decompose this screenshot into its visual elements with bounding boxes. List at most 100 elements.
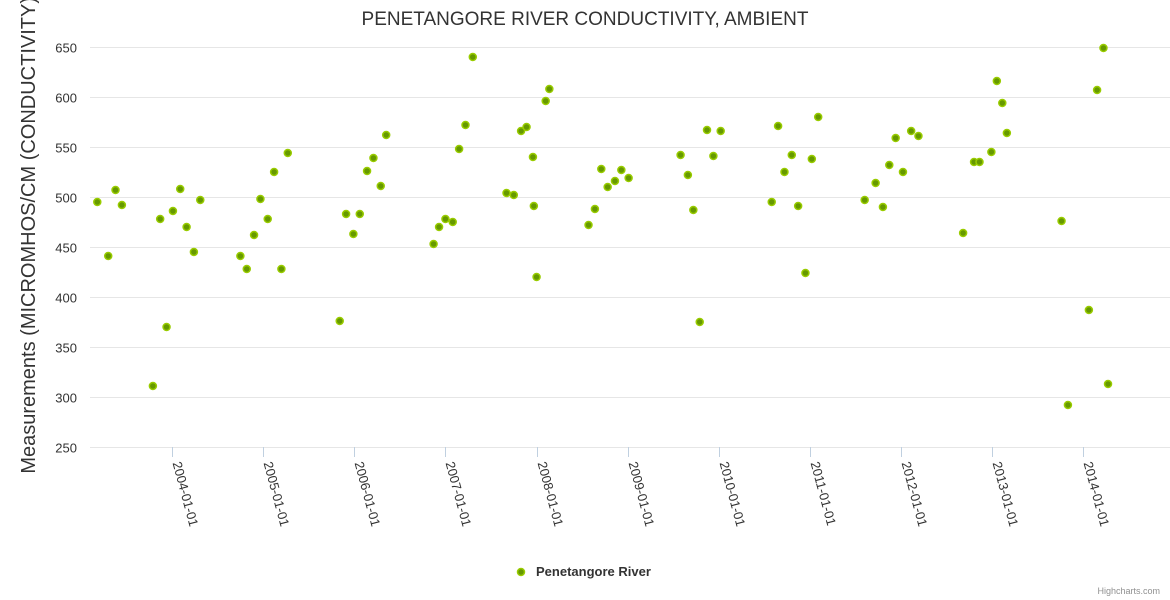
data-point[interactable]	[189, 247, 199, 257]
data-point[interactable]	[906, 126, 916, 136]
data-point[interactable]	[509, 190, 519, 200]
data-point[interactable]	[807, 154, 817, 164]
data-point[interactable]	[148, 381, 158, 391]
data-point[interactable]	[541, 96, 550, 106]
credits-link[interactable]: Highcharts.com	[1097, 586, 1160, 596]
data-point[interactable]	[168, 206, 178, 216]
data-point[interactable]	[369, 153, 378, 163]
y-axis-title: Measurements (MICROMHOS/CM (CONDUCTIVITY…	[18, 0, 40, 474]
data-point[interactable]	[975, 157, 984, 167]
data-point[interactable]	[362, 166, 372, 176]
data-point[interactable]	[793, 201, 803, 211]
data-point[interactable]	[878, 202, 888, 212]
data-point[interactable]	[709, 151, 718, 161]
data-point[interactable]	[716, 126, 725, 136]
data-point[interactable]	[242, 264, 252, 274]
data-point[interactable]	[1063, 400, 1073, 410]
data-point[interactable]	[617, 165, 626, 175]
data-point[interactable]	[780, 167, 789, 177]
y-tick-label: 350	[55, 341, 77, 356]
data-point[interactable]	[528, 152, 538, 162]
data-point[interactable]	[263, 214, 272, 224]
data-point[interactable]	[695, 317, 704, 327]
data-point[interactable]	[992, 76, 1002, 86]
data-point[interactable]	[603, 182, 612, 192]
series-penetangore-river[interactable]	[93, 43, 1113, 410]
data-point[interactable]	[767, 197, 776, 207]
data-point[interactable]	[117, 200, 127, 210]
x-tick-label: 2004-01-01	[170, 460, 202, 528]
legend[interactable]: Penetangore River	[516, 564, 651, 579]
data-point[interactable]	[958, 228, 968, 238]
data-point[interactable]	[516, 126, 526, 136]
data-point[interactable]	[256, 194, 265, 204]
legend-item-penetangore-river[interactable]: Penetangore River	[536, 564, 651, 579]
data-point[interactable]	[103, 251, 113, 261]
data-point[interactable]	[1002, 128, 1012, 138]
data-point[interactable]	[429, 239, 438, 249]
data-point[interactable]	[502, 188, 511, 198]
data-point[interactable]	[702, 125, 712, 135]
data-point[interactable]	[860, 195, 869, 205]
data-point[interactable]	[584, 220, 593, 230]
data-point[interactable]	[597, 164, 606, 174]
data-point[interactable]	[773, 121, 783, 131]
data-point[interactable]	[590, 204, 600, 214]
data-point[interactable]	[269, 167, 279, 177]
data-point[interactable]	[987, 147, 996, 157]
data-point[interactable]	[801, 268, 810, 278]
data-point[interactable]	[813, 112, 823, 122]
data-point[interactable]	[689, 205, 698, 215]
data-point[interactable]	[610, 176, 620, 186]
data-point[interactable]	[182, 222, 191, 232]
y-tick-label: 400	[55, 291, 77, 306]
data-point[interactable]	[355, 209, 365, 219]
data-point[interactable]	[787, 150, 797, 160]
data-point[interactable]	[461, 120, 470, 130]
data-point[interactable]	[871, 178, 880, 188]
data-point[interactable]	[891, 133, 900, 143]
data-point[interactable]	[93, 197, 102, 207]
data-point[interactable]	[277, 264, 286, 274]
data-point[interactable]	[885, 160, 894, 170]
data-point[interactable]	[175, 184, 185, 194]
data-point[interactable]	[283, 148, 293, 158]
data-point[interactable]	[1084, 305, 1094, 315]
data-point[interactable]	[162, 322, 171, 332]
data-point[interactable]	[914, 131, 923, 141]
data-point[interactable]	[335, 316, 344, 326]
x-tick-label: 2005-01-01	[261, 460, 293, 528]
data-point[interactable]	[349, 229, 358, 239]
data-point[interactable]	[545, 84, 554, 94]
data-point[interactable]	[454, 144, 464, 154]
y-tick-label: 250	[55, 441, 77, 456]
data-point[interactable]	[376, 181, 385, 191]
data-point[interactable]	[111, 185, 120, 195]
data-point[interactable]	[676, 150, 685, 160]
data-point[interactable]	[1099, 43, 1108, 53]
x-tick-label: 2010-01-01	[717, 460, 749, 528]
data-point[interactable]	[683, 170, 693, 180]
y-tick-label: 550	[55, 141, 77, 156]
data-point[interactable]	[532, 272, 541, 282]
data-point[interactable]	[236, 251, 245, 261]
data-point[interactable]	[998, 98, 1007, 108]
data-point[interactable]	[898, 167, 908, 177]
data-point[interactable]	[341, 209, 351, 219]
data-point[interactable]	[448, 217, 457, 227]
y-tick-label: 500	[55, 191, 77, 206]
data-point[interactable]	[249, 230, 259, 240]
data-point[interactable]	[1057, 216, 1066, 226]
data-point[interactable]	[196, 195, 205, 205]
data-point[interactable]	[522, 122, 531, 132]
data-point[interactable]	[441, 214, 450, 224]
data-point[interactable]	[434, 222, 444, 232]
data-point[interactable]	[624, 173, 633, 183]
data-point[interactable]	[468, 52, 478, 62]
data-point[interactable]	[1103, 379, 1113, 389]
data-point[interactable]	[1092, 85, 1102, 95]
data-point[interactable]	[381, 130, 391, 140]
data-point[interactable]	[529, 201, 539, 211]
x-tick-label: 2006-01-01	[352, 460, 384, 528]
data-point[interactable]	[155, 214, 165, 224]
